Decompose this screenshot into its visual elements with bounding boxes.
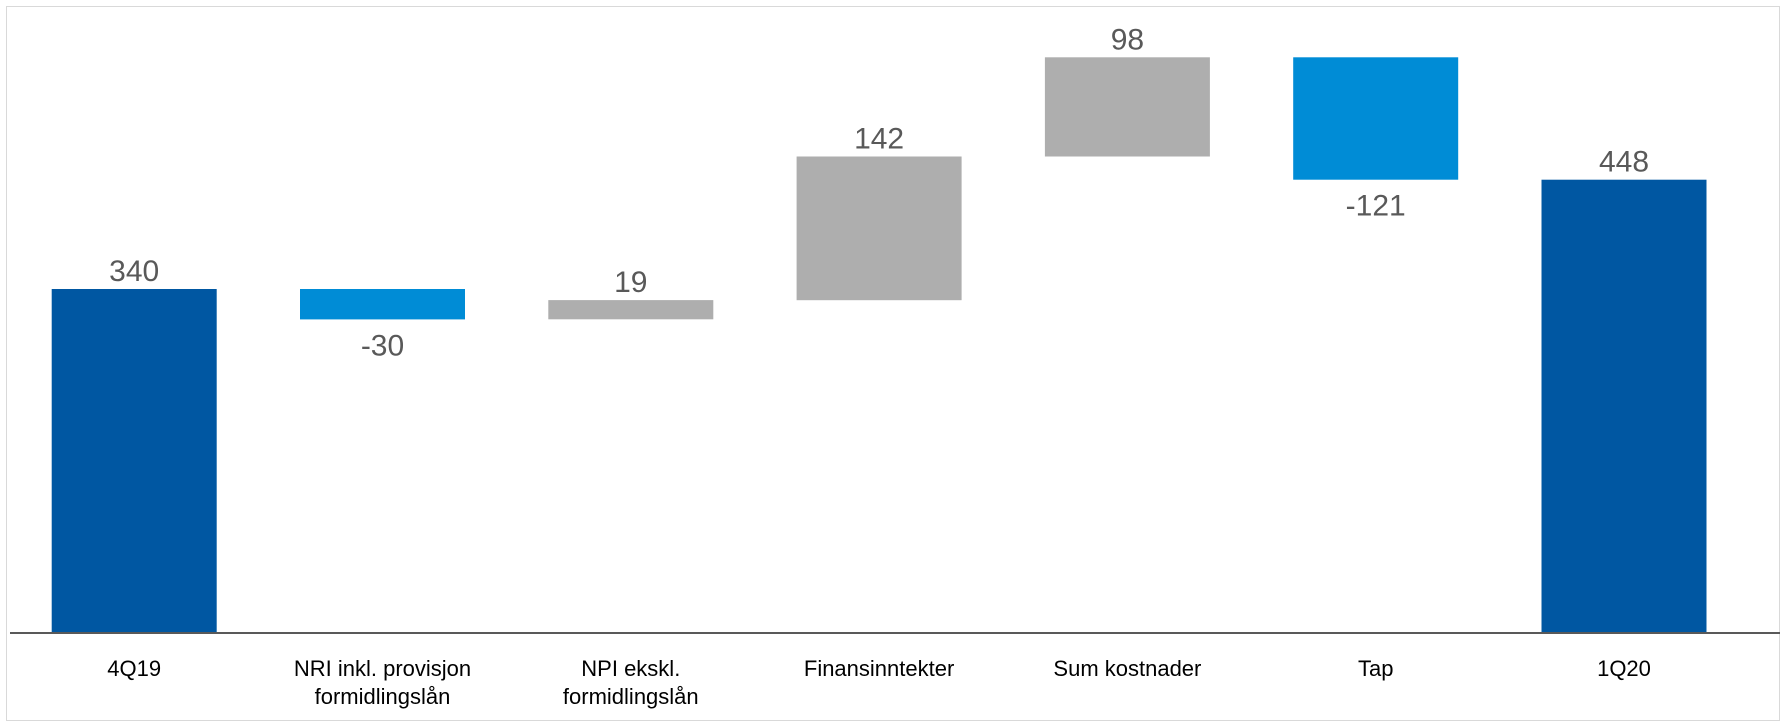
data-label-2: 19 [614, 266, 647, 299]
data-label-1: -30 [361, 329, 404, 362]
data-label-5: -121 [1346, 190, 1406, 223]
category-label-4-0: Sum kostnader [1053, 656, 1201, 681]
category-label-5-0: Tap [1358, 656, 1393, 681]
data-label-0: 340 [109, 255, 159, 288]
bar-0 [51, 289, 217, 633]
bar-6 [1541, 179, 1707, 633]
chart-frame [6, 6, 1780, 721]
bar-3 [796, 156, 962, 301]
bar-5 [1293, 57, 1459, 180]
category-label-6-0: 1Q20 [1597, 656, 1651, 681]
bar-1 [300, 289, 465, 320]
data-label-3: 142 [854, 123, 904, 156]
category-label-2-1: formidlingslån [563, 684, 699, 709]
category-label-1-0: NRI inkl. provisjon [294, 656, 471, 681]
category-label-0-0: 4Q19 [107, 656, 161, 681]
data-label-6: 448 [1599, 146, 1649, 179]
category-label-2-0: NPI ekskl. [581, 656, 680, 681]
category-label-1-1: formidlingslån [315, 684, 451, 709]
bar-4 [1044, 57, 1210, 157]
bar-2 [548, 300, 714, 320]
data-label-4: 98 [1111, 23, 1144, 56]
category-label-3-0: Finansinntekter [804, 656, 954, 681]
